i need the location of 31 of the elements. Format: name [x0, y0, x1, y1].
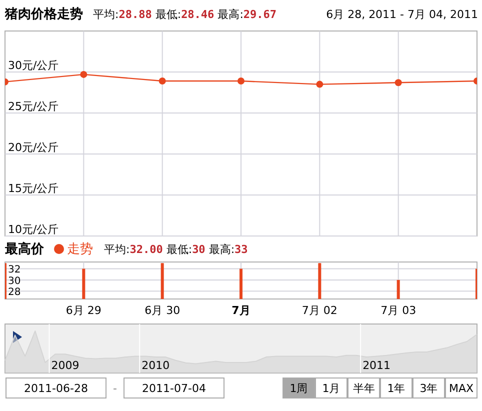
- y-tick-label: 25元/公斤: [8, 100, 59, 113]
- y-tick-label: 32: [8, 264, 21, 276]
- chart-title: 最高价: [4, 241, 45, 257]
- text: MAX: [448, 382, 474, 395]
- x-tick-label: 7月 03: [380, 304, 416, 317]
- text: -: [113, 382, 118, 395]
- y-tick-label: 15元/公斤: [8, 182, 59, 195]
- text: 1月: [322, 382, 340, 395]
- text: 平均:28.88 最低:28.46 最高:29.67: [93, 8, 277, 21]
- x-tick-label: 7月: [232, 304, 250, 317]
- x-tick-label: 7月 02: [302, 304, 338, 317]
- text: 半年: [352, 382, 375, 395]
- y-tick-label: 20元/公斤: [8, 141, 59, 154]
- text: 1周: [290, 382, 308, 395]
- y-tick-label: 10元/公斤: [8, 223, 59, 236]
- text: 6月 28, 2011 - 7月 04, 2011: [326, 8, 478, 21]
- text: 2011-06-28: [24, 382, 88, 395]
- x-tick-label: 2009: [51, 359, 80, 372]
- text: 平均:32.00 最低:30 最高:33: [104, 243, 248, 256]
- text: 3年: [420, 382, 438, 395]
- x-tick-label: 6月 29: [66, 304, 102, 317]
- x-tick-label: 2011: [362, 359, 391, 372]
- text: 1年: [387, 382, 406, 395]
- x-tick-label: 2010: [142, 359, 170, 372]
- y-tick-label: 30: [8, 276, 21, 287]
- chart-title: 猪肉价格走势: [4, 6, 83, 22]
- legend-label: 走势: [67, 242, 93, 257]
- y-tick-label: 30元/公斤: [8, 59, 59, 72]
- text: 2011-07-04: [142, 382, 206, 395]
- x-tick-label: 6月 30: [144, 304, 180, 317]
- y-tick-label: 28: [8, 287, 21, 298]
